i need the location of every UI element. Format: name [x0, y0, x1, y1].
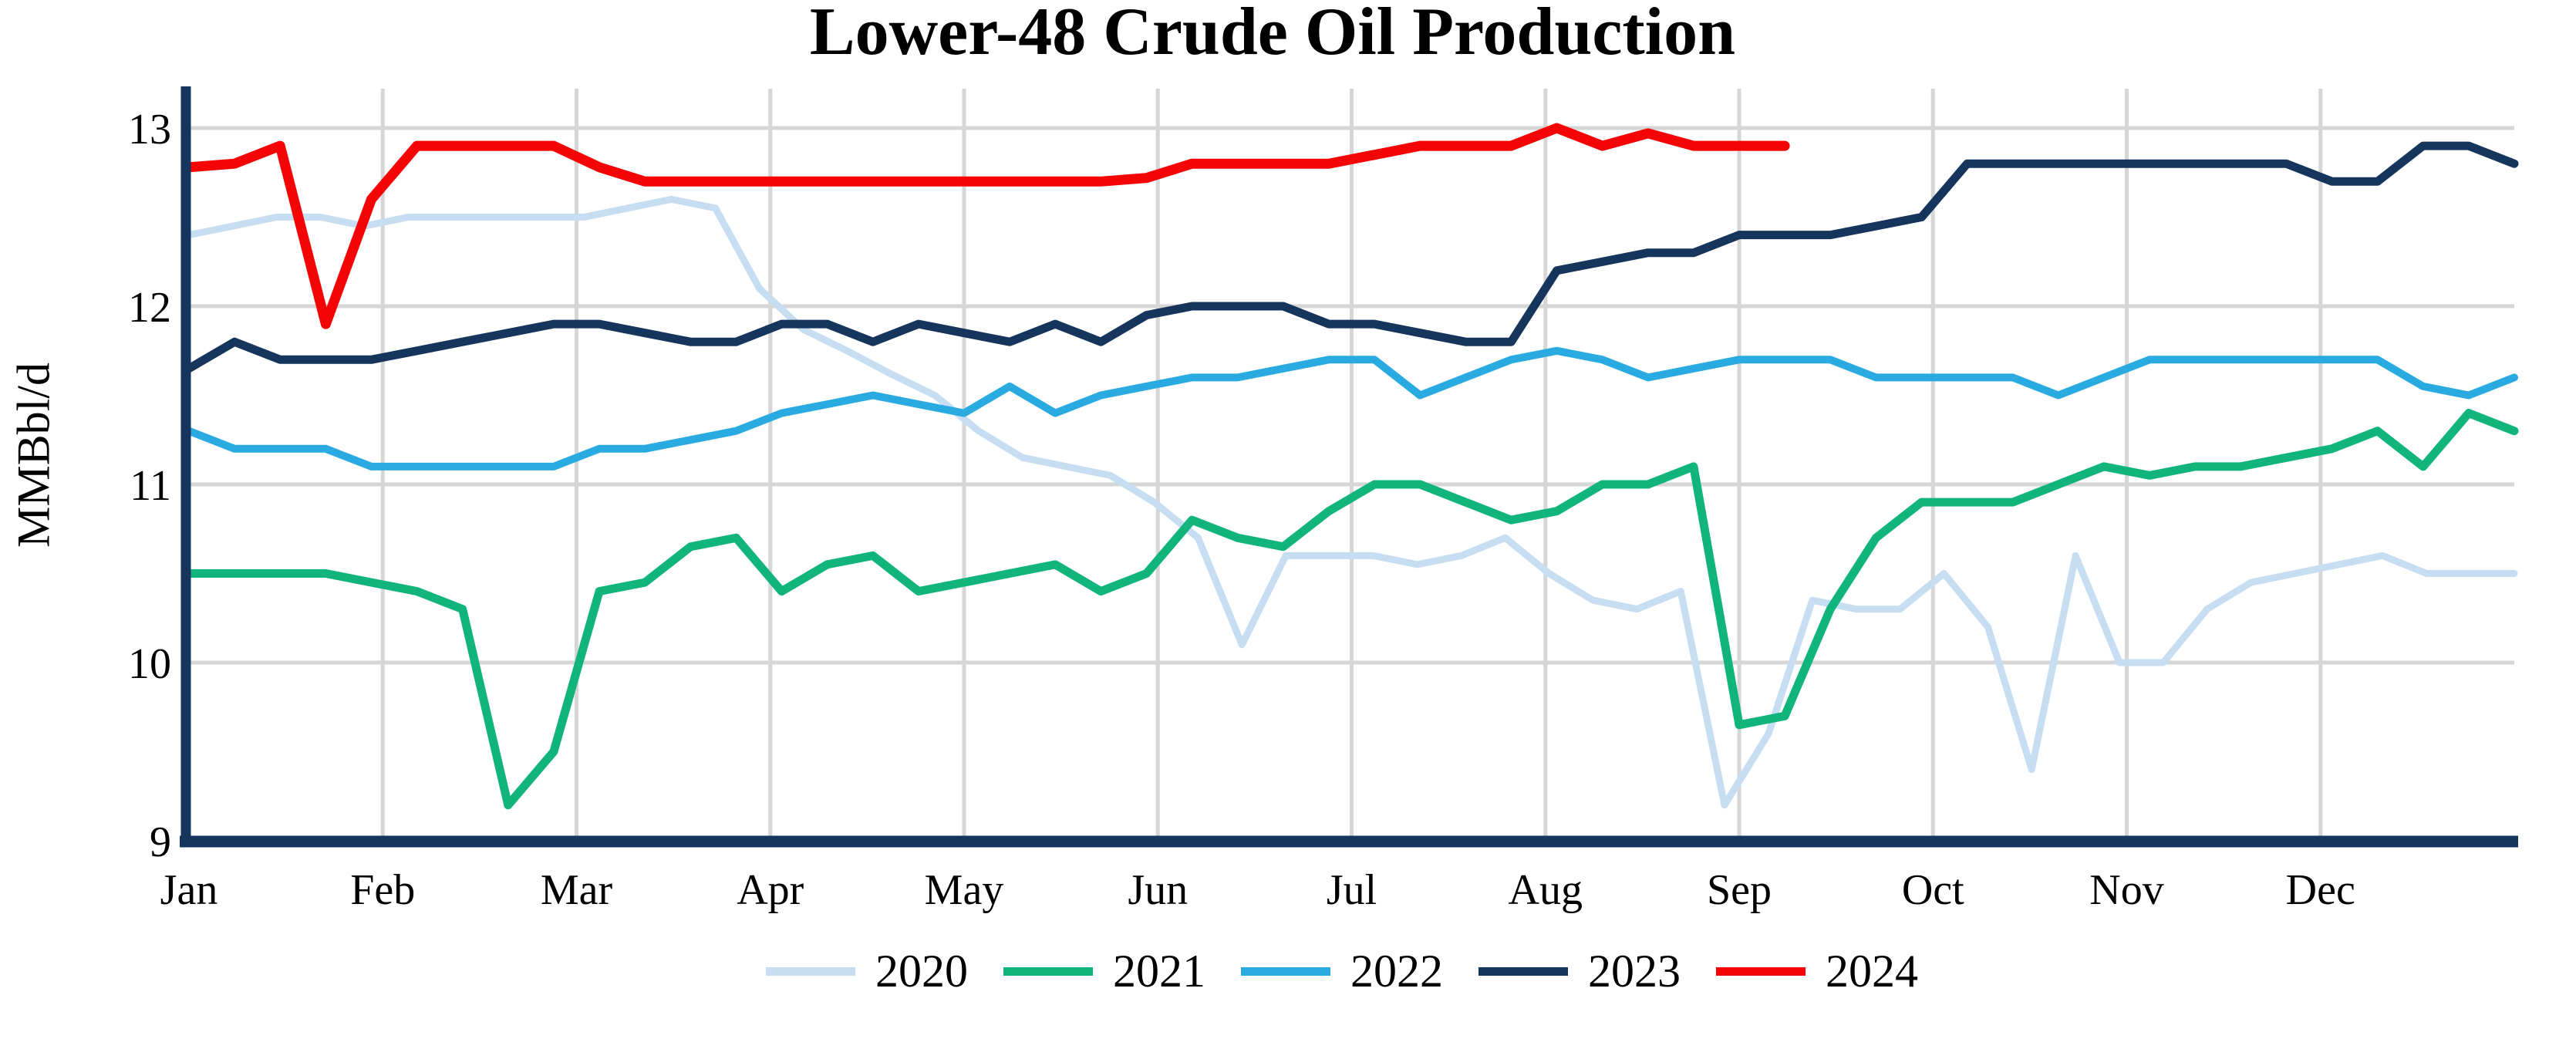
y-tick-label-10: 10: [128, 640, 171, 688]
legend-label-2024: 2024: [1826, 946, 1918, 997]
x-tick-label-Aug: Aug: [1509, 866, 1583, 914]
legend-swatch-2020: [766, 966, 855, 976]
legend-swatch-2023: [1479, 966, 1568, 976]
x-tick-label-Nov: Nov: [2089, 866, 2163, 914]
legend-swatch-2021: [1003, 966, 1093, 976]
x-tick-label-Dec: Dec: [2286, 866, 2355, 914]
x-tick-label-Jan: Jan: [160, 866, 218, 914]
legend-item-2020: 2020: [766, 946, 968, 997]
legend-label-2021: 2021: [1113, 946, 1205, 997]
series-line-2023: [184, 141, 2519, 373]
x-tick-label-Jun: Jun: [1128, 866, 1188, 914]
legend-item-2024: 2024: [1716, 946, 1918, 997]
x-tick-label-Oct: Oct: [1902, 866, 1964, 914]
chart-title: Lower-48 Crude Oil Production: [809, 0, 1736, 69]
x-tick-label-Apr: Apr: [737, 866, 804, 914]
y-tick-label-11: 11: [130, 462, 171, 510]
legend-swatch-2022: [1241, 966, 1330, 976]
legend-label-2023: 2023: [1588, 946, 1681, 997]
y-tick-label-9: 9: [150, 818, 171, 866]
y-tick-label-13: 13: [128, 106, 171, 153]
x-tick-label-Mar: Mar: [541, 866, 613, 914]
y-tick-label-12: 12: [128, 284, 171, 332]
legend-item-2022: 2022: [1241, 946, 1443, 997]
x-tick-label-May: May: [925, 866, 1004, 914]
chart-legend: 2020 2021 2022 2023 2024: [766, 946, 1918, 997]
x-tick-label-Feb: Feb: [350, 866, 415, 914]
legend-item-2023: 2023: [1479, 946, 1681, 997]
series-line-2021: [184, 409, 2519, 810]
legend-label-2022: 2022: [1350, 946, 1443, 997]
series-line-2024: [184, 123, 1790, 329]
legend-label-2020: 2020: [875, 946, 968, 997]
series-line-2020: [185, 195, 2518, 809]
x-tick-label-Jul: Jul: [1327, 866, 1377, 914]
legend-item-2021: 2021: [1003, 946, 1205, 997]
x-tick-label-Sep: Sep: [1707, 866, 1772, 914]
legend-swatch-2024: [1716, 966, 1806, 976]
series-line-2022: [185, 346, 2518, 471]
